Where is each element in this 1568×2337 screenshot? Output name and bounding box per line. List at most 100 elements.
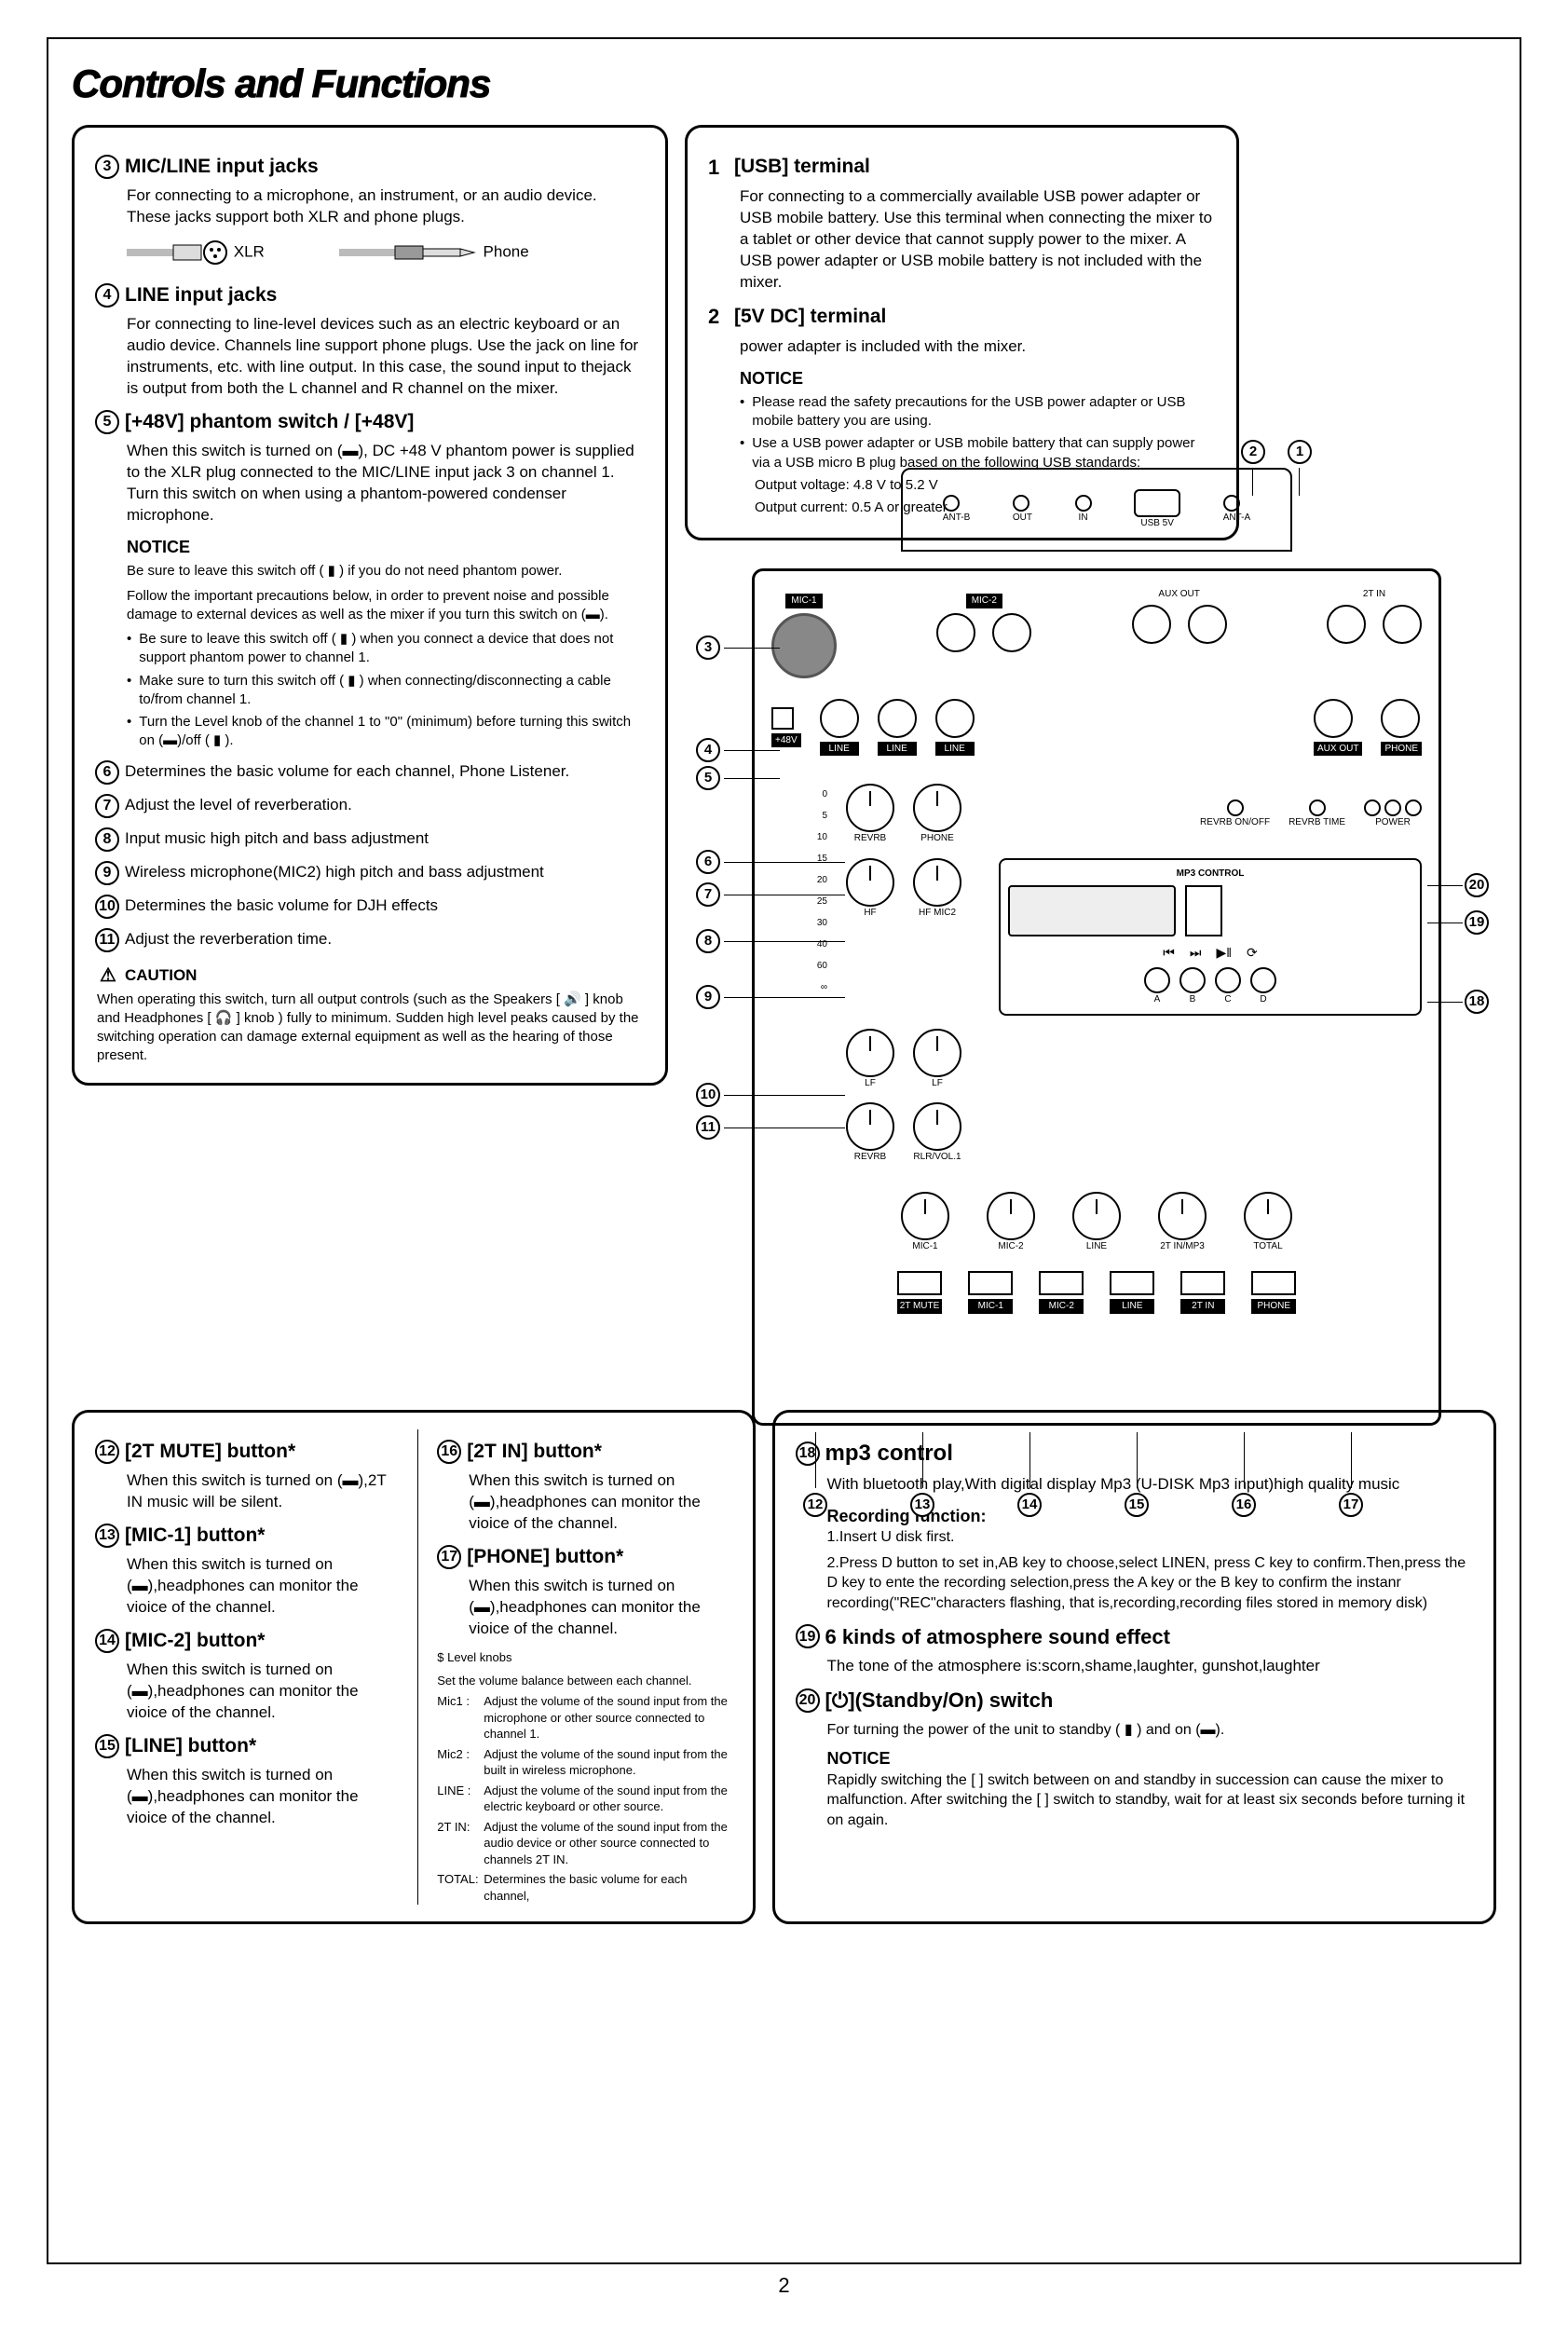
- auxout-jack-r: [1188, 605, 1227, 644]
- i16-head: [2T IN] button*: [467, 1439, 602, 1465]
- item-7-row: 7 Adjust the level of reverberation.: [95, 794, 645, 818]
- device-top-panel: ANT-B OUT IN USB 5V ANT-A: [901, 468, 1292, 552]
- line-jack-3: [935, 699, 975, 738]
- revrb2-knob: [846, 1102, 894, 1151]
- item-2-title: [5V DC] terminal: [734, 304, 886, 330]
- left-top-box: 3 MIC/LINE input jacks For connecting to…: [72, 125, 668, 1086]
- item-7-body: Adjust the level of reverberation.: [125, 795, 352, 816]
- callout-18: 18: [1465, 990, 1489, 1014]
- vol-mic1: [901, 1192, 949, 1240]
- page-border: Controls and Functions 3 MIC/LINE input …: [47, 37, 1521, 2264]
- item-3-body: For connecting to a microphone, an instr…: [127, 185, 645, 228]
- callout-11: 11: [696, 1115, 720, 1140]
- knobs-sub: Set the volume balance between each chan…: [437, 1673, 731, 1689]
- i12-head: [2T MUTE] button*: [125, 1439, 295, 1465]
- callout-19: 19: [1465, 910, 1489, 935]
- i20-l1: For turning the power of the unit to sta…: [827, 1720, 1473, 1741]
- mp3-btn-c: [1215, 967, 1241, 993]
- i13-head: [MIC-1] button*: [125, 1523, 265, 1549]
- callout-20: 20: [1465, 873, 1489, 897]
- callout-3: 3: [696, 636, 720, 660]
- item-9-body: Wireless microphone(MIC2) high pitch and…: [125, 862, 544, 883]
- i15-body: When this switch is turned on (▬),headph…: [127, 1765, 389, 1829]
- lf2-knob: [913, 1029, 961, 1077]
- right-bullet-0: Please read the safety precautions for t…: [740, 393, 1216, 431]
- page-title: Controls and Functions: [72, 58, 1496, 111]
- mixer-diagram: 2 1 ANT-B OUT IN USB 5V ANT-A MIC-1 MIC-…: [691, 468, 1502, 1567]
- i19-head: 6 kinds of atmosphere sound effect: [825, 1623, 1170, 1651]
- hf-mic2-knob: [913, 858, 961, 907]
- num-6: 6: [95, 760, 119, 785]
- phone-label: Phone: [484, 242, 529, 260]
- item-5-head: 5 [+48V] phantom switch / [+48V]: [95, 409, 645, 435]
- btn-mic1: [968, 1271, 1013, 1295]
- item-5-notice-1: Be sure to leave this switch off ( ▮ ) i…: [127, 562, 645, 581]
- xlr-plug-icon: [127, 239, 229, 266]
- mp3-control-panel: MP3 CONTROL ⏮ ⏭ ▶‖ ⟳: [999, 858, 1422, 1016]
- item-4-body: For connecting to line-level devices suc…: [127, 314, 645, 400]
- caution-icon: ⚠: [97, 965, 119, 986]
- level-scale: 0 5 10 15 20 25 30 40 60 ∞: [771, 784, 827, 1163]
- num-7: 7: [95, 794, 119, 818]
- caution-label: CAUTION: [125, 965, 197, 987]
- callout-1: 1: [1288, 440, 1312, 464]
- item-11-row: 11 Adjust the reverberation time.: [95, 928, 645, 952]
- item-5-notice-h: NOTICE: [127, 536, 645, 558]
- num-8: 8: [95, 827, 119, 852]
- auxout-jack: [1314, 699, 1353, 738]
- num-1: 1: [708, 154, 729, 182]
- xlr-label: XLR: [234, 242, 265, 260]
- i20-head: [⏻](Standby/On) switch: [825, 1687, 1054, 1715]
- line-jack-2: [878, 699, 917, 738]
- item-8-body: Input music high pitch and bass adjustme…: [125, 828, 429, 850]
- callout-9: 9: [696, 985, 720, 1009]
- callout-8: 8: [696, 929, 720, 953]
- device-body: MIC-1 MIC-2 AUX OUT: [752, 568, 1441, 1426]
- mic1-jack: [771, 613, 837, 678]
- out-jack: [1013, 495, 1029, 512]
- caution-body: When operating this switch, turn all out…: [97, 991, 645, 1066]
- callout-6: 6: [696, 850, 720, 874]
- revrb-knob: [846, 784, 894, 832]
- callout-10: 10: [696, 1083, 720, 1107]
- callout-16: 16: [1232, 1493, 1256, 1517]
- phantom-switch: [771, 707, 794, 730]
- caution-head: ⚠ CAUTION: [97, 965, 645, 987]
- auxout-jack-l: [1132, 605, 1171, 644]
- vol-line: [1072, 1192, 1121, 1240]
- i19-body: The tone of the atmosphere is:scorn,sham…: [827, 1656, 1473, 1677]
- vol-2tin: [1158, 1192, 1207, 1240]
- item-2-body: power adapter is included with the mixer…: [740, 336, 1216, 358]
- ant-b-jack: [943, 495, 960, 512]
- callout-2: 2: [1241, 440, 1265, 464]
- plug-illustrations: XLR Phone: [127, 239, 645, 266]
- phone-plug-icon: [339, 239, 479, 266]
- item-2-head: 2 [5V DC] terminal: [708, 303, 1216, 331]
- callout-13: 13: [910, 1493, 934, 1517]
- in-jack: [1075, 495, 1092, 512]
- i20-notice: Rapidly switching the [ ] switch between…: [827, 1770, 1473, 1831]
- usb-slot: [1134, 489, 1180, 517]
- hf-knob: [846, 858, 894, 907]
- rlvol-knob: [913, 1102, 961, 1151]
- callout-5: 5: [696, 766, 720, 790]
- callout-15: 15: [1125, 1493, 1149, 1517]
- callout-17: 17: [1339, 1493, 1363, 1517]
- mp3-btn-d: [1250, 967, 1276, 993]
- mic2-jack-l: [936, 613, 975, 652]
- btn-2tin: [1180, 1271, 1225, 1295]
- num-10: 10: [95, 895, 119, 919]
- num-9: 9: [95, 861, 119, 885]
- item-1-body: For connecting to a commercially availab…: [740, 186, 1216, 294]
- callout-12: 12: [803, 1493, 827, 1517]
- i12-body: When this switch is turned on (▬),2T IN …: [127, 1470, 389, 1513]
- callout-4: 4: [696, 738, 720, 762]
- item-9-row: 9 Wireless microphone(MIC2) high pitch a…: [95, 861, 645, 885]
- item-5-bullet-2: Turn the Level knob of the channel 1 to …: [127, 713, 645, 751]
- lf-knob: [846, 1029, 894, 1077]
- i14-body: When this switch is turned on (▬),headph…: [127, 1660, 389, 1724]
- item-5-body: When this switch is turned on (▬), DC +4…: [127, 441, 645, 526]
- knobs-title: $ Level knobs: [437, 1649, 731, 1666]
- item-4-head: 4 LINE input jacks: [95, 282, 645, 308]
- item-11-body: Adjust the reverberation time.: [125, 929, 332, 950]
